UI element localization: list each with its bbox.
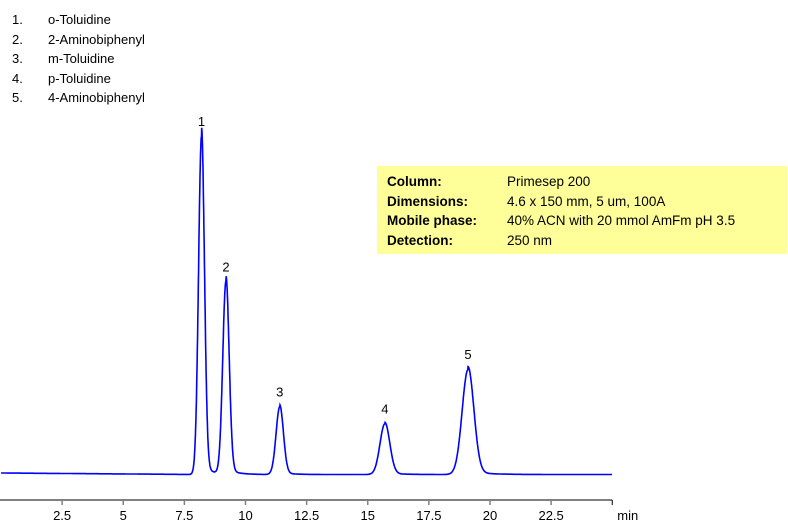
info-value: 250 nm [507,232,553,248]
svg-text:2.5: 2.5 [53,508,71,523]
svg-text:1: 1 [198,114,205,129]
svg-text:12.5: 12.5 [294,508,319,523]
legend-number: 3. [12,51,23,66]
legend-number: 4. [12,70,23,86]
legend-item: 1. o-Toluidine [12,10,145,30]
info-row: Detection: 250 nm [377,231,787,251]
svg-text:2: 2 [222,259,229,274]
info-row: Mobile phase: 40% ACN with 20 mmol AmFm p… [377,211,787,231]
method-info-box: Column: Primesep 200 Dimensions: 4.6 x 150… [377,166,787,254]
legend-number: 5. [12,90,23,105]
svg-text:17.5: 17.5 [416,508,441,523]
svg-text:5: 5 [464,347,471,362]
legend-item: 5. 4-Aminobiphenyl [12,88,145,108]
svg-text:22.5: 22.5 [538,508,563,523]
info-row: Column: Primesep 200 [377,172,787,192]
legend-label: p-Toluidine [48,70,111,86]
info-key: Detection: [387,232,454,248]
info-value: Primesep 200 [507,174,591,189]
info-key: Column: [387,174,442,189]
chromatogram-trace [1,127,612,476]
legend-number: 2. [12,31,23,47]
info-key: Dimensions: [387,193,469,209]
legend-label: m-Toluidine [48,51,115,66]
legend-item: 4. p-Toluidine [12,69,145,89]
legend-item: 2. 2-Aminobiphenyl [12,30,145,50]
compound-legend: 1. o-Toluidine 2. 2-Aminobiphenyl 3. m-Tolu… [12,10,145,108]
svg-text:4: 4 [381,401,388,416]
info-value: 40% ACN with 20 mmol AmFm pH 3.5 [507,213,736,228]
peak-labels: 1 2 3 4 5 [198,114,472,416]
svg-text:min: min [617,508,638,523]
info-value: 4.6 x 150 mm, 5 um, 100A [507,193,666,209]
legend-label: 4-Aminobiphenyl [48,90,145,105]
svg-text:10: 10 [238,508,252,523]
svg-text:7.5: 7.5 [175,508,193,523]
svg-text:15: 15 [361,508,375,523]
svg-text:5: 5 [120,508,127,523]
svg-text:3: 3 [276,384,283,399]
legend-number: 1. [12,12,23,27]
legend-item: 3. m-Toluidine [12,49,145,69]
svg-text:20: 20 [483,508,497,523]
legend-label: 2-Aminobiphenyl [48,31,145,47]
info-key: Mobile phase: [387,213,478,228]
info-row: Dimensions: 4.6 x 150 mm, 5 um, 100A [377,192,787,212]
x-axis: 2.5 5 7.5 10 12.5 15 17.5 20 22.5 min [0,499,638,523]
legend-label: o-Toluidine [48,12,111,27]
